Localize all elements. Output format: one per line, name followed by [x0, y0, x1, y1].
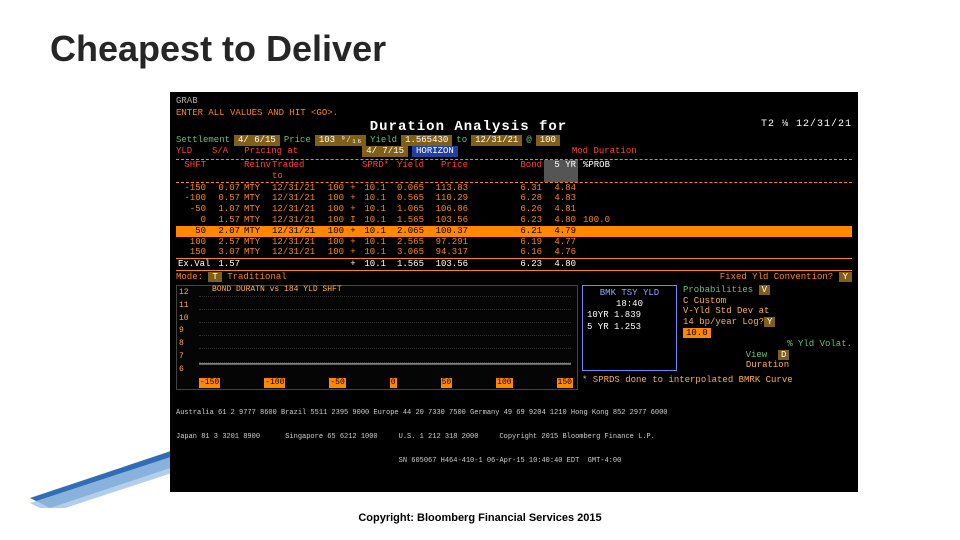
slide-title: Cheapest to Deliver: [50, 28, 386, 70]
prob-custom: C Custom: [683, 296, 852, 307]
scenario-table: SHFT Reinv Traded to SPRD* Yield Price B…: [176, 159, 852, 271]
settlement-row: Settlement 4/ 6/15 Price 103 ⁹⁄₁₆ Yield …: [176, 135, 852, 146]
exval-yld: 1.565: [388, 259, 426, 270]
yield-label: Yield: [370, 135, 397, 146]
mode-input[interactable]: T: [208, 272, 221, 282]
log-input[interactable]: Y: [764, 317, 775, 327]
prob-stddev: V-Yld Std Dev at: [683, 306, 852, 317]
table-row[interactable]: 01.57MTY12/31/21100I10.11.565103.566.234…: [176, 215, 852, 226]
fyc-input[interactable]: Y: [839, 272, 852, 282]
price-label: Price: [284, 135, 311, 146]
table-row[interactable]: 502.07MTY12/31/21100+10.12.065100.376.21…: [176, 226, 852, 237]
bmk-10yr: 10YR 1.839: [587, 310, 672, 321]
sa-label: S/A: [212, 146, 228, 157]
bmk-title: BMK TSY YLD: [587, 288, 672, 299]
bmk-5yr: 5 YR 1.253: [587, 322, 672, 333]
col-5yr[interactable]: 5 YR: [544, 160, 578, 182]
to-date[interactable]: 12/31/21: [471, 135, 522, 146]
at-label: @: [526, 135, 531, 146]
footer-line-2: Japan 81 3 3201 8900 Singapore 65 6212 1…: [176, 433, 852, 441]
table-header: SHFT Reinv Traded to SPRD* Yield Price B…: [176, 160, 852, 183]
plot-area: [199, 296, 571, 375]
view-input[interactable]: D: [778, 350, 789, 360]
col-yield: Yield: [388, 160, 426, 182]
mode-row: Mode: T Traditional Fixed Yld Convention…: [176, 272, 852, 283]
vol-value[interactable]: 10.0: [683, 328, 711, 338]
bmk-time: 18:40: [587, 299, 672, 310]
pricing-date[interactable]: 4/ 7/15: [362, 146, 408, 157]
col-price: Price: [426, 160, 470, 182]
table-row[interactable]: -1000.57MTY12/31/21100+10.10.565110.296.…: [176, 193, 852, 204]
view-label: View: [746, 350, 768, 360]
table-row[interactable]: -1500.07MTY12/31/21100+10.10.065113.836.…: [176, 183, 852, 194]
exval-prc: 103.56: [426, 259, 470, 270]
exval-sprd: 10.1: [360, 259, 388, 270]
bmk-box: BMK TSY YLD 18:40 10YR 1.839 5 YR 1.253: [582, 285, 677, 371]
prob-panel: Probabilities V C Custom V-Yld Std Dev a…: [683, 285, 852, 371]
title-text: Duration Analysis for: [370, 119, 567, 135]
x-axis: -150-100-50050100150: [199, 378, 573, 388]
duration-chart: BOND DURATN vs 184 YLD SHFT 1211109876 -…: [176, 285, 578, 390]
panel-title: Duration Analysis for T2 ⅛ 12/31/21: [176, 119, 852, 136]
slide-copyright: Copyright: Bloomberg Financial Services …: [0, 512, 960, 524]
prob-input[interactable]: V: [759, 285, 770, 295]
footer-line-3: SN 605067 H464-410-1 06-Apr-15 10:40:40 …: [176, 457, 852, 465]
prob-heading: Probabilities: [683, 285, 753, 295]
exval-5yr: 4.80: [544, 259, 578, 270]
at-value[interactable]: 100: [536, 135, 560, 146]
sprds-note: * SPRDS done to interpolated BMRK Curve: [582, 375, 852, 386]
vol-label: % Yld Volat.: [683, 339, 852, 350]
to-label: to: [456, 135, 467, 146]
view-duration: Duration: [683, 360, 852, 371]
title-bond: T2 ⅛ 12/31/21: [761, 119, 852, 131]
exval-row: Ex.Val 1.57 + 10.1 1.565 103.56 6.23 4.8…: [176, 258, 852, 270]
price-value[interactable]: 103 ⁹⁄₁₆: [315, 135, 366, 146]
table-row[interactable]: 1002.57MTY12/31/21100+10.12.56597.2916.1…: [176, 237, 852, 248]
settlement-date[interactable]: 4/ 6/15: [234, 135, 280, 146]
moddur-label: Mod Duration: [572, 146, 637, 157]
yld-label: YLD: [176, 146, 208, 157]
terminal-footer: Australia 61 2 9777 8600 Brazil 5511 239…: [176, 393, 852, 482]
col-reinv: Reinv: [242, 160, 270, 182]
fyc-label: Fixed Yld Convention?: [720, 272, 833, 282]
lower-panel: BOND DURATN vs 184 YLD SHFT 1211109876 -…: [176, 285, 852, 390]
prompt: ENTER ALL VALUES AND HIT <GO>.: [176, 108, 852, 119]
horizon-label: HORIZON: [412, 146, 458, 157]
table-row[interactable]: -501.07MTY12/31/21100+10.11.065106.866.2…: [176, 204, 852, 215]
grab-label: GRAB: [176, 96, 852, 107]
settlement-label: Settlement: [176, 135, 230, 146]
yld-row: YLD S/A Pricing at 4/ 7/15 HORIZON Mod D…: [176, 146, 852, 157]
prob-bpyr: 14 bp/year Log?: [683, 317, 764, 327]
exval-sa: 1.57: [208, 259, 242, 270]
pricing-label: Pricing at: [244, 146, 298, 157]
col-sprd: SPRD*: [360, 160, 388, 182]
side-panel: BMK TSY YLD 18:40 10YR 1.839 5 YR 1.253 …: [582, 285, 852, 390]
chart-title: BOND DURATN vs 184 YLD SHFT: [212, 285, 342, 295]
col-shft: SHFT: [176, 160, 208, 182]
mode-trad: Traditional: [227, 272, 286, 282]
exval-label: Ex.Val: [176, 259, 208, 270]
col-prob: %PROB: [578, 160, 612, 182]
col-bond: Bond: [510, 160, 544, 182]
yield-value[interactable]: 1.565430: [401, 135, 452, 146]
footer-line-1: Australia 61 2 9777 8600 Brazil 5511 239…: [176, 409, 852, 417]
mode-label: Mode:: [176, 272, 203, 282]
col-traded: Traded to: [270, 160, 318, 182]
y-axis: 1211109876: [179, 288, 189, 375]
bloomberg-terminal: GRAB ENTER ALL VALUES AND HIT <GO>. Dura…: [170, 92, 858, 492]
exval-bond: 6.23: [510, 259, 544, 270]
table-row[interactable]: 1503.07MTY12/31/21100+10.13.06594.3176.1…: [176, 247, 852, 258]
